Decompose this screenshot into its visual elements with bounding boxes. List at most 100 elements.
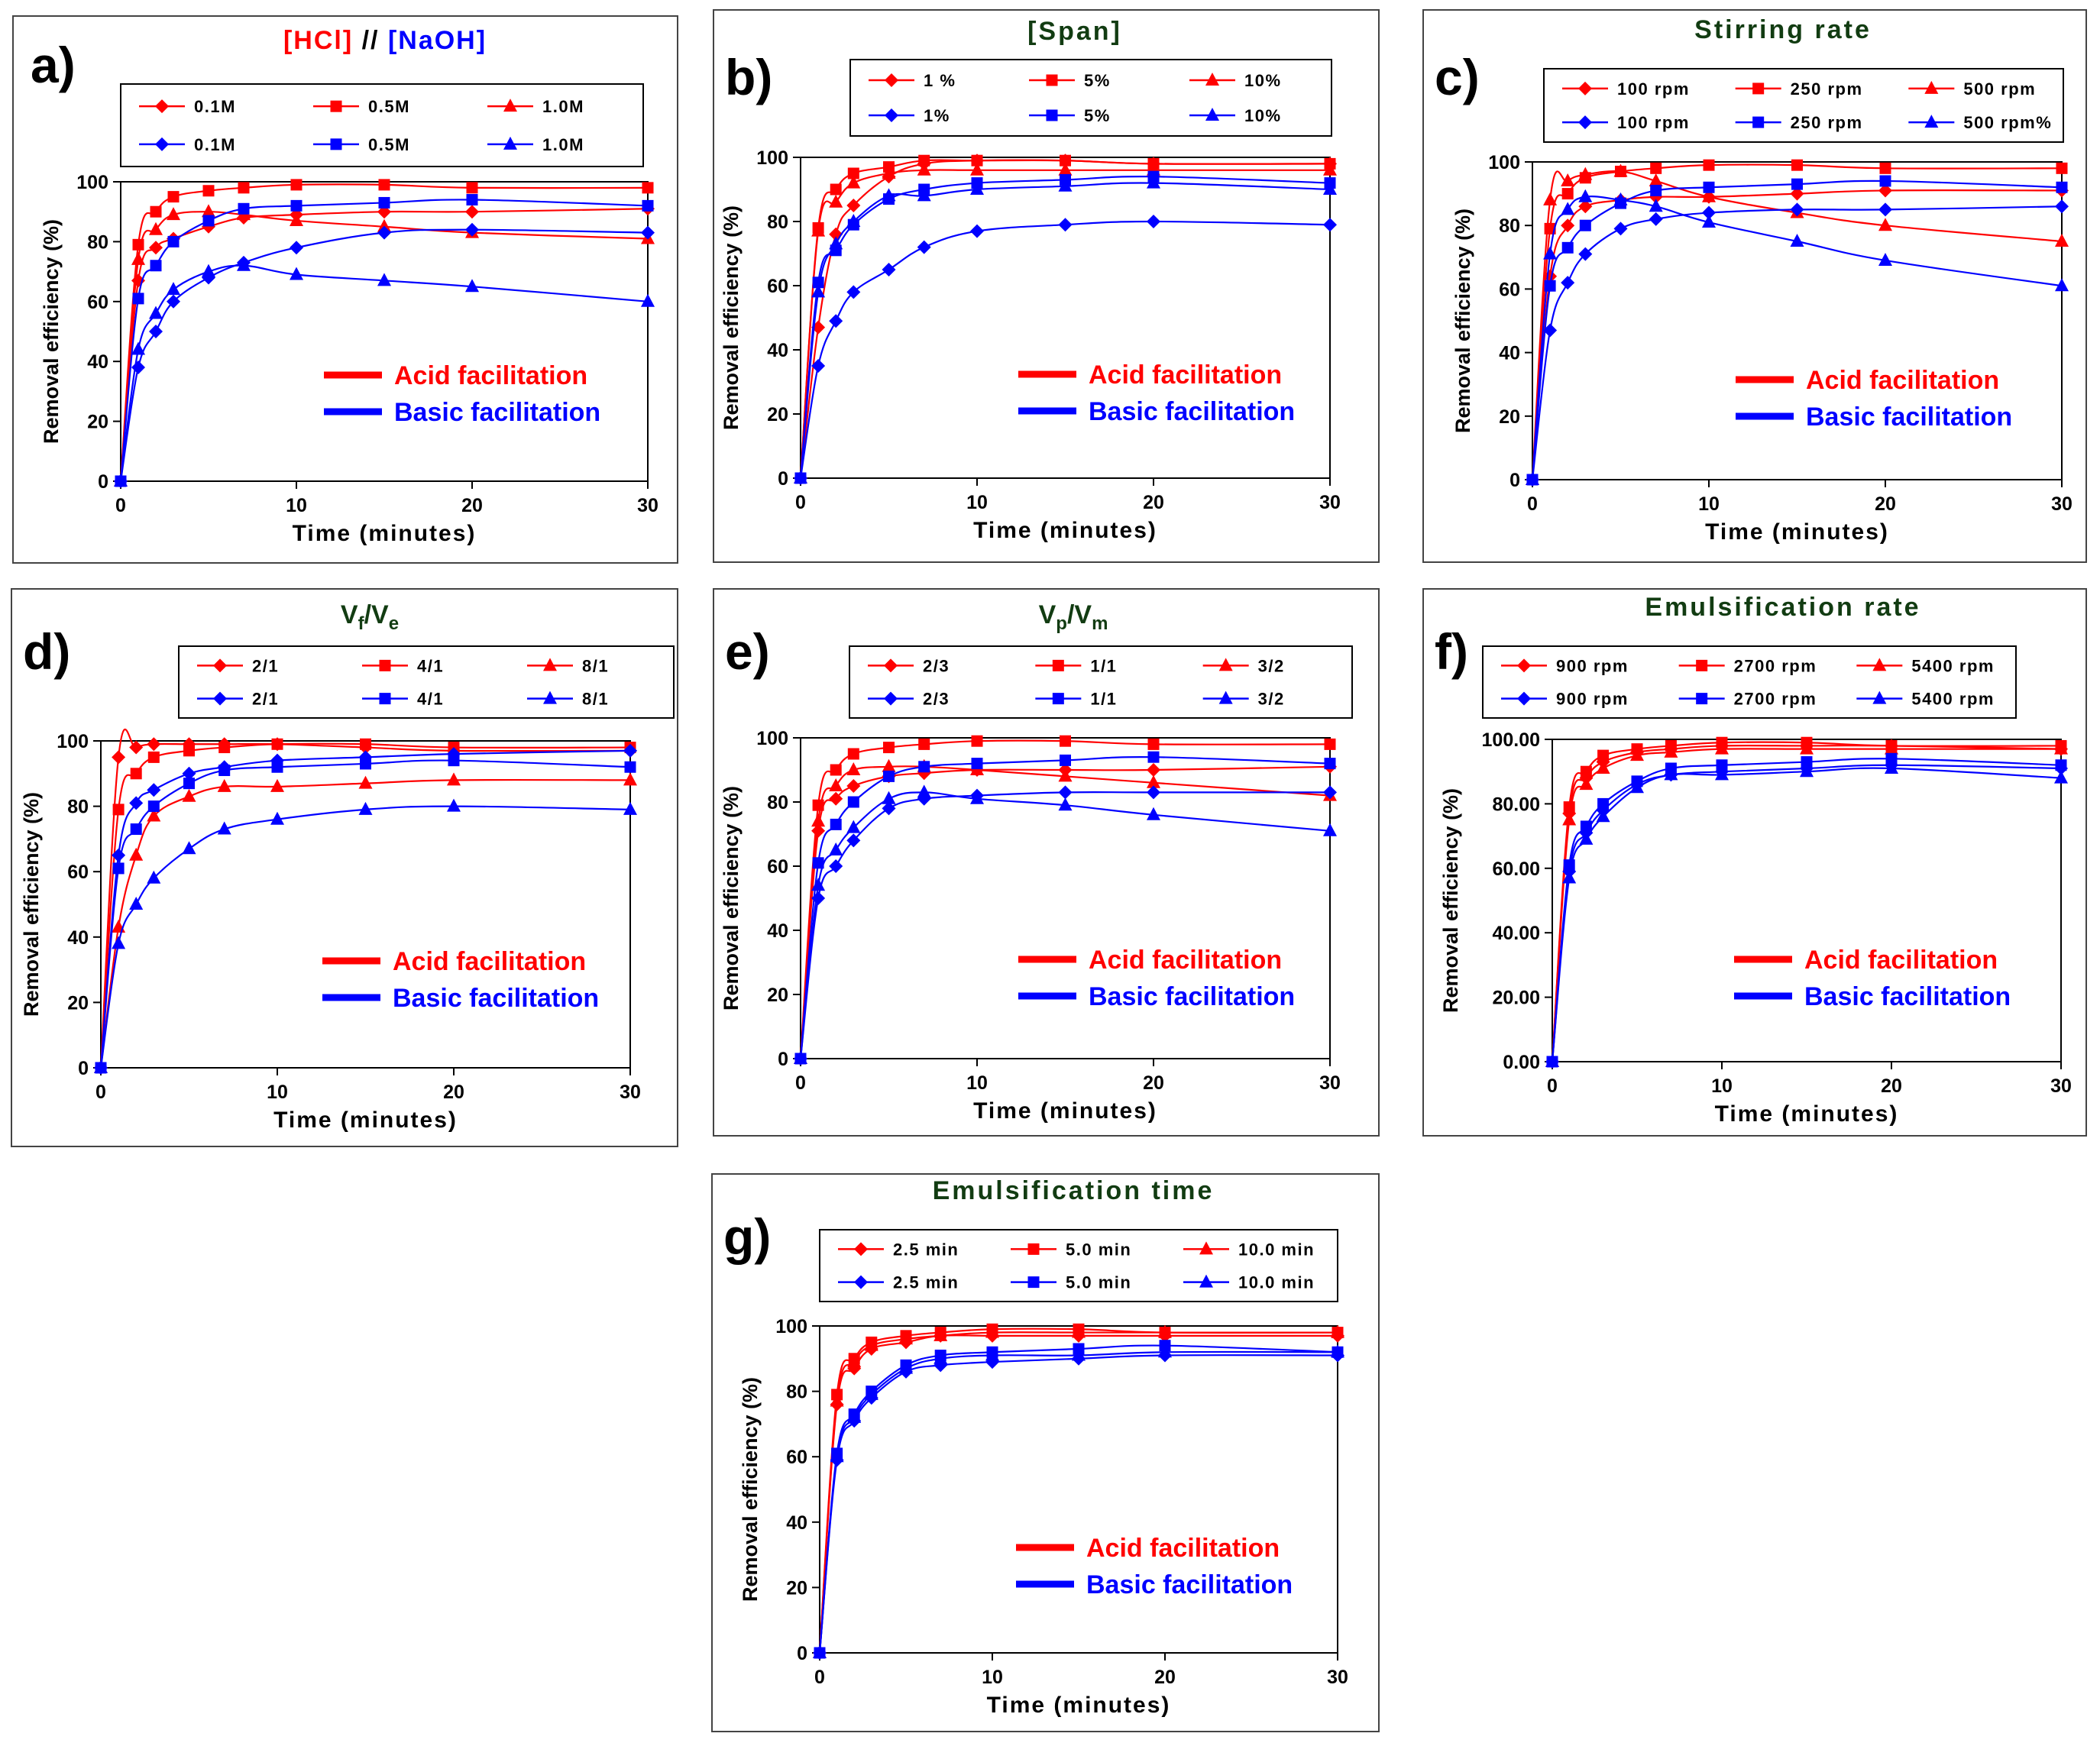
y-tick-label: 0 [78, 1058, 89, 1079]
legend-marker [1218, 658, 1233, 671]
legend-label: 10% [1244, 71, 1282, 90]
data-point [1597, 749, 1610, 762]
series-line-acid-0 [799, 159, 1331, 479]
panel-e: e) Vp/Vm 2/3 1/1 3/2 2/3 1/1 3/2 0 20 40 60 80 100 0 10… [713, 588, 1380, 1137]
data-point [1060, 154, 1071, 167]
legend-label: 2/3 [923, 656, 950, 675]
data-point [846, 214, 861, 227]
chart-d: d) Vf/Ve 2/1 4/1 8/1 2/1 4/1 8/1 0 20 40 60 80 100 0 10… [20, 600, 675, 1133]
data-point [1801, 756, 1813, 768]
legend-label: 1/1 [1090, 656, 1117, 675]
data-point [1526, 472, 1539, 485]
data-point [846, 820, 861, 833]
chart-title: Vp/Vm [1039, 600, 1108, 634]
data-point [1545, 1054, 1559, 1067]
legend-marker [1027, 1243, 1040, 1255]
data-point [918, 738, 930, 750]
title-part: V [341, 600, 358, 629]
title-part: m [1092, 613, 1108, 634]
x-tick-label: 0 [1547, 1075, 1558, 1097]
data-point [238, 182, 250, 194]
data-point [131, 361, 145, 375]
series-line-basic-4 [1551, 758, 2062, 1062]
legend-marker [1872, 658, 1887, 671]
data-point [934, 1350, 948, 1364]
legend-label: 4/1 [417, 690, 444, 709]
x-tick-label: 0 [795, 492, 806, 513]
data-point [623, 772, 637, 786]
data-point [2055, 278, 2069, 292]
chart-f: f) Emulsification rate 900 rpm 2700 rpm 5400… [1435, 593, 2072, 1127]
legend-marker [330, 100, 342, 112]
panel-letter: c) [1435, 49, 1480, 105]
y-tick-label: 0 [797, 1643, 807, 1664]
data-point [270, 811, 284, 825]
data-point [1147, 751, 1160, 763]
data-point [378, 196, 390, 209]
data-point [811, 823, 826, 838]
legend-label: 8/1 [582, 656, 609, 675]
data-point [360, 738, 371, 750]
data-point [1147, 807, 1160, 820]
data-point [149, 325, 163, 338]
data-point [182, 841, 196, 855]
data-point [883, 770, 895, 782]
data-point [846, 833, 861, 848]
y-tick-label: 100.00 [1482, 729, 1540, 751]
legend-box [178, 645, 675, 719]
y-tick-label: 80 [1499, 215, 1520, 237]
legend-marker [543, 690, 557, 704]
data-point [1561, 202, 1575, 215]
series-line-acid-0 [818, 1334, 1338, 1654]
data-point [830, 1449, 844, 1463]
y-tick-label: 40 [767, 340, 788, 361]
y-tick-label: 60 [87, 292, 108, 313]
data-point [1800, 741, 1814, 755]
legend-marker [854, 1275, 868, 1289]
data-point [1878, 252, 1892, 266]
data-point [2056, 181, 2068, 193]
chart-b: b) [Span] 1 % 5% 10% 1% 5% 10% 0 20 40 60 80 100 0 10 20… [720, 17, 1341, 543]
data-point [129, 897, 144, 910]
data-point [1800, 764, 1814, 778]
data-point [811, 891, 826, 905]
title-part: f [358, 613, 365, 634]
data-point [1323, 182, 1337, 195]
series-line-acid-0 [99, 728, 631, 1069]
data-point [149, 306, 163, 319]
data-point [1058, 768, 1073, 782]
data-point [971, 758, 983, 770]
y-tick-label: 0 [1509, 470, 1520, 491]
data-point [1878, 218, 1892, 231]
series-line-basic-5 [799, 791, 1331, 1059]
data-point [149, 241, 163, 255]
legend-marker [1578, 115, 1592, 130]
data-point [183, 778, 195, 790]
data-point [1597, 797, 1610, 810]
data-point [1885, 741, 1898, 755]
x-axis-label: Time (minutes) [293, 521, 477, 546]
data-point [1147, 738, 1160, 750]
data-point [899, 1331, 913, 1345]
data-point [131, 251, 145, 265]
data-point [1613, 192, 1628, 205]
x-tick-label: 20 [461, 495, 483, 516]
title-part: // [353, 26, 388, 55]
legend-box [1543, 68, 2064, 143]
y-tick-label: 100 [1488, 152, 1520, 173]
y-tick-label: 40 [1499, 343, 1520, 364]
data-point [1613, 222, 1628, 236]
data-point [2054, 741, 2068, 755]
legend-box [120, 83, 644, 167]
data-point [1072, 1347, 1086, 1361]
data-point [918, 761, 930, 773]
x-tick-label: 20 [1881, 1075, 1902, 1097]
data-point [112, 804, 125, 816]
y-tick-label: 100 [57, 731, 89, 752]
y-tick-label: 40 [767, 920, 788, 942]
data-point [1324, 738, 1336, 750]
data-point [1058, 178, 1073, 192]
data-point [846, 285, 861, 299]
x-axis-label: Time (minutes) [273, 1108, 458, 1133]
panel-f: f) Emulsification rate 900 rpm 2700 rpm 5400… [1422, 588, 2087, 1137]
